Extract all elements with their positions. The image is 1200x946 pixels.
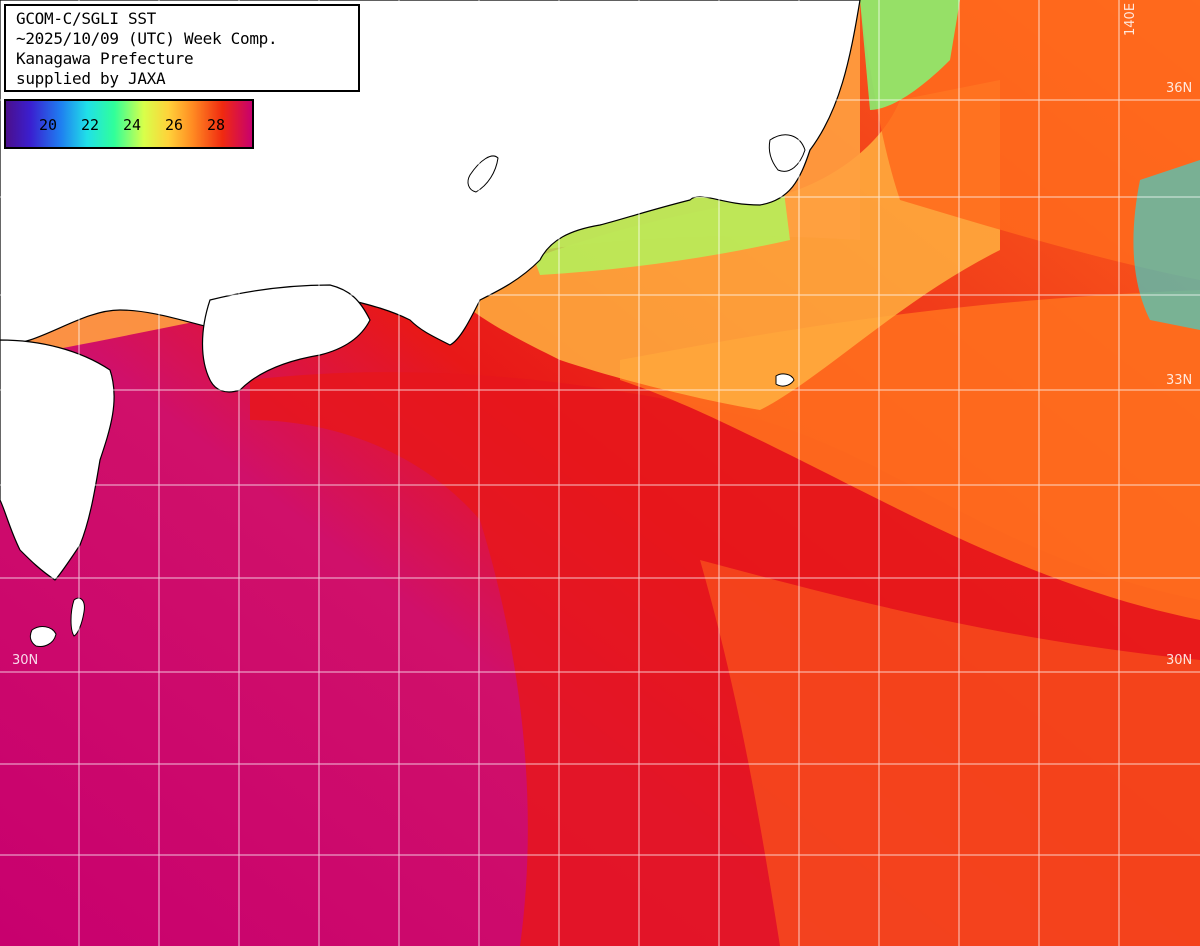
land-hachijo — [775, 373, 795, 387]
title-line-4: supplied by JAXA — [16, 69, 166, 88]
grid-label-136e: 136E — [483, 8, 498, 42]
grid-label-30n-left: 30N — [12, 653, 39, 668]
title-line-2: ~2025/10/09 (UTC) Week Comp. — [16, 29, 278, 48]
sea-cold-patch-ne — [860, 0, 960, 110]
sea-south-east — [700, 560, 1200, 946]
legend-tick-20: 20 — [38, 116, 58, 134]
land-tanegashima — [70, 597, 85, 637]
title-line-1: GCOM-C/SGLI SST — [16, 9, 156, 28]
sea-north — [860, 0, 1200, 280]
grid-label-140e: 140E — [1123, 2, 1138, 36]
grid-label-33-left: 33 — [8, 374, 25, 389]
title-line-3: Kanagawa Prefecture — [16, 49, 194, 68]
color-legend: 20 22 24 26 28 — [4, 99, 254, 149]
land-awaji — [467, 155, 499, 193]
sea-cold-patch-e — [1133, 160, 1200, 330]
land-izu — [768, 134, 806, 172]
grid-label-36n: 36N — [1166, 81, 1193, 96]
land-kyushu — [0, 339, 115, 581]
legend-tick-26: 26 — [164, 116, 184, 134]
grid-label-33n-right: 33N — [1166, 373, 1193, 388]
grid-label-30n-right: 30N — [1166, 653, 1193, 668]
legend-tick-24: 24 — [122, 116, 142, 134]
legend-tick-22: 22 — [80, 116, 100, 134]
legend-tick-28: 28 — [206, 116, 226, 134]
title-box: GCOM-C/SGLI SST ~2025/10/09 (UTC) Week C… — [4, 4, 360, 92]
land-shikoku — [201, 284, 371, 393]
land-yakushima — [29, 626, 57, 647]
